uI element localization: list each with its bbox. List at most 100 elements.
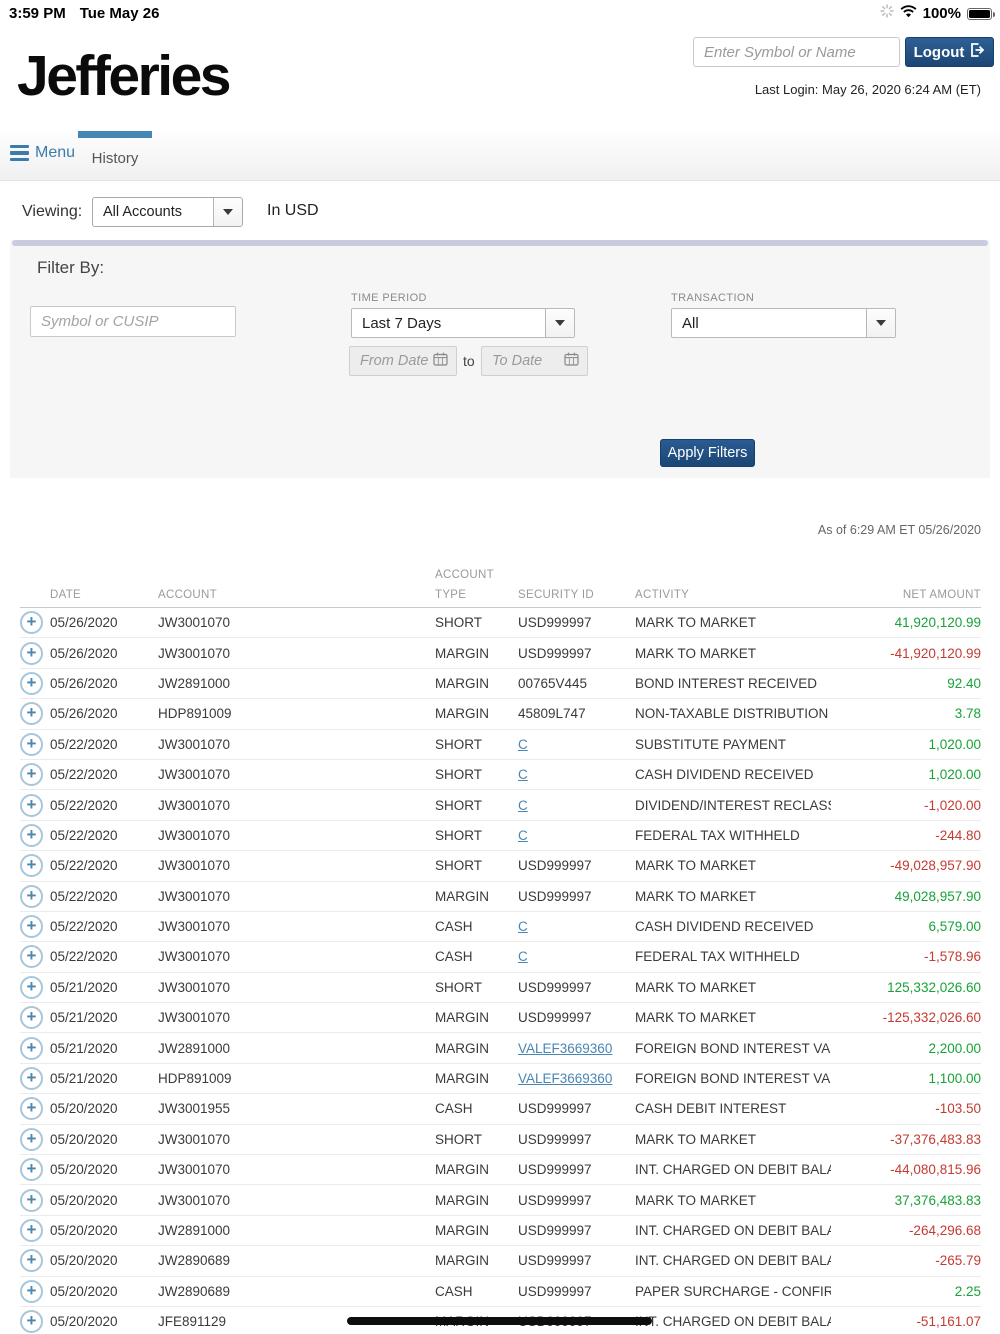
row-security-id[interactable]: VALEF3669360: [518, 1071, 613, 1087]
expand-row-plus-icon[interactable]: +: [20, 884, 43, 908]
expand-row-plus-icon[interactable]: +: [20, 763, 43, 787]
row-activity: PAPER SURCHARGE - CONFIRMS: [635, 1283, 831, 1299]
expand-row-plus-icon[interactable]: +: [20, 793, 43, 817]
row-net-amount: 37,376,483.83: [894, 1192, 981, 1208]
row-date: 05/21/2020: [50, 1071, 118, 1087]
menu-button[interactable]: Menu: [10, 144, 75, 162]
row-date: 05/20/2020: [50, 1223, 118, 1238]
expand-row-plus-icon[interactable]: +: [20, 1036, 43, 1060]
expand-row-plus-icon[interactable]: +: [20, 641, 43, 665]
from-date-input[interactable]: From Date: [349, 346, 457, 376]
row-activity: SUBSTITUTE PAYMENT: [635, 736, 787, 752]
expand-row-plus-icon[interactable]: +: [20, 1158, 43, 1182]
table-row: + 05/20/2020 JW3001070 MARGIN USD999997 …: [20, 1155, 981, 1186]
table-row: + 05/22/2020 JW3001070 CASH C FEDERAL TA…: [20, 942, 981, 973]
row-account: JW2891000: [158, 1040, 231, 1056]
expand-row-plus-icon[interactable]: +: [20, 1097, 43, 1121]
filter-panel: Filter By: TIME PERIOD Last 7 Days From …: [10, 240, 990, 478]
expand-row-plus-icon[interactable]: +: [20, 732, 43, 756]
expand-row-plus-icon[interactable]: +: [20, 702, 43, 726]
row-date: 05/22/2020: [50, 797, 118, 813]
expand-row-plus-icon[interactable]: +: [20, 611, 43, 635]
chevron-down-icon: [545, 309, 574, 337]
row-net-amount: -103.50: [935, 1101, 981, 1117]
row-account-type: MARGIN: [435, 1223, 489, 1238]
symbol-cusip-input[interactable]: [30, 306, 236, 337]
row-net-amount: 2,200.00: [928, 1040, 981, 1056]
expand-row-plus-icon[interactable]: +: [20, 671, 43, 695]
row-security-id[interactable]: C: [518, 767, 528, 783]
row-security-id[interactable]: C: [518, 736, 528, 752]
status-time-date: 3:59 PM Tue May 26: [9, 5, 159, 22]
expand-row-plus-icon[interactable]: +: [20, 1279, 43, 1303]
row-account: JW3001070: [158, 1192, 231, 1208]
row-security-id: USD999997: [518, 1192, 592, 1208]
time-period-select[interactable]: Last 7 Days: [351, 308, 575, 338]
row-security-id[interactable]: C: [518, 919, 528, 935]
table-row: + 05/22/2020 JW3001070 CASH C CASH DIVID…: [20, 912, 981, 943]
filter-title: Filter By:: [37, 258, 105, 277]
header-net-amount: NET AMOUNT: [902, 589, 981, 601]
symbol-search-input[interactable]: [694, 38, 909, 66]
table-row: + 05/20/2020 JW3001955 CASH USD999997 CA…: [20, 1094, 981, 1125]
row-security-id[interactable]: C: [518, 949, 528, 965]
expand-row-plus-icon[interactable]: +: [20, 1188, 43, 1212]
expand-row-plus-icon[interactable]: +: [20, 1310, 43, 1334]
expand-row-plus-icon[interactable]: +: [20, 945, 43, 969]
table-row: + 05/20/2020 JFE891129 MARGIN USD999997 …: [20, 1307, 981, 1334]
expand-row-plus-icon[interactable]: +: [20, 1219, 43, 1242]
account-selector[interactable]: All Accounts: [92, 197, 243, 227]
row-account-type: MARGIN: [435, 706, 489, 722]
transaction-value: All: [682, 315, 699, 332]
expand-row-plus-icon[interactable]: +: [20, 823, 43, 847]
row-security-id[interactable]: C: [518, 827, 528, 843]
transaction-select[interactable]: All: [671, 308, 896, 338]
table-row: + 05/26/2020 JW3001070 SHORT USD999997 M…: [20, 608, 981, 639]
row-account: JW3001070: [158, 1162, 231, 1178]
apply-filters-label: Apply Filters: [667, 445, 748, 461]
row-net-amount: -37,376,483.83: [890, 1131, 981, 1147]
row-date: 05/26/2020: [50, 675, 118, 691]
row-account-type: MARGIN: [435, 645, 489, 661]
expand-row-plus-icon[interactable]: +: [20, 1006, 43, 1030]
row-date: 05/20/2020: [50, 1162, 118, 1178]
expand-row-plus-icon[interactable]: +: [20, 1249, 43, 1273]
row-date: 05/20/2020: [50, 1192, 118, 1208]
expand-row-plus-icon[interactable]: +: [20, 915, 43, 939]
expand-row-plus-icon[interactable]: +: [20, 975, 43, 999]
table-row: + 05/22/2020 JW3001070 SHORT C FEDERAL T…: [20, 821, 981, 852]
row-date: 05/20/2020: [50, 1314, 118, 1330]
row-account: JW3001070: [158, 615, 231, 631]
row-security-id: USD999997: [518, 888, 592, 904]
row-net-amount: 125,332,026.60: [887, 979, 981, 995]
header-account-type-line2: TYPE: [435, 589, 467, 601]
row-security-id[interactable]: VALEF3669360: [518, 1040, 613, 1056]
home-indicator[interactable]: [347, 1317, 652, 1325]
expand-row-plus-icon[interactable]: +: [20, 1067, 43, 1091]
horizontal-scrollbar[interactable]: [12, 240, 988, 246]
apply-filters-button[interactable]: Apply Filters: [660, 439, 755, 467]
logout-button[interactable]: Logout: [905, 37, 994, 67]
row-account: HDP891009: [158, 1071, 232, 1087]
expand-row-plus-icon[interactable]: +: [20, 1127, 43, 1151]
row-net-amount: -49,028,957.90: [890, 858, 981, 874]
row-activity: DIVIDEND/INTEREST RECLASSIFIC...: [635, 797, 831, 813]
row-account-type: SHORT: [435, 1131, 483, 1147]
row-security-id: USD999997: [518, 1223, 592, 1238]
row-account: JW3001070: [158, 1131, 231, 1147]
row-date: 05/21/2020: [50, 1040, 118, 1056]
logout-icon: [970, 43, 985, 61]
row-date: 05/21/2020: [50, 979, 118, 995]
tab-history[interactable]: History: [78, 131, 152, 181]
row-activity: INT. CHARGED ON DEBIT BALANCES: [635, 1162, 831, 1178]
row-date: 05/22/2020: [50, 888, 118, 904]
currency-note: In USD: [267, 202, 319, 219]
table-header: ACCOUNT DATE ACCOUNT TYPE SECURITY ID AC…: [20, 560, 981, 608]
expand-row-plus-icon[interactable]: +: [20, 854, 43, 878]
table-row: + 05/21/2020 JW3001070 SHORT USD999997 M…: [20, 973, 981, 1004]
header-activity: ACTIVITY: [635, 589, 690, 601]
row-security-id[interactable]: C: [518, 797, 528, 813]
row-account-type: MARGIN: [435, 675, 489, 691]
to-date-input[interactable]: To Date: [481, 346, 588, 376]
row-account-type: MARGIN: [435, 1162, 489, 1178]
